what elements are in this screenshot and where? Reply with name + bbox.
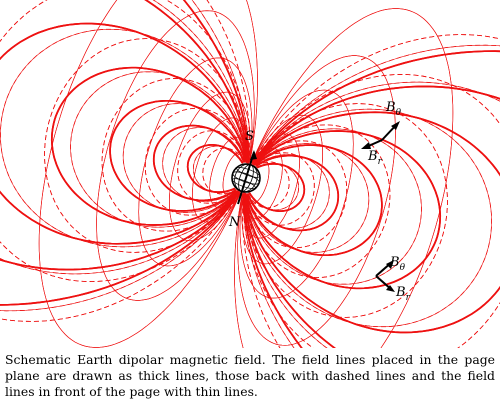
b-r-subscript-upper: r bbox=[378, 157, 383, 167]
b-r-arrowhead-upper bbox=[361, 142, 371, 149]
b-theta-subscript-lower: θ bbox=[400, 263, 406, 273]
field-line-page-plane bbox=[0, 22, 500, 334]
b-theta-subscript-upper: θ bbox=[396, 108, 402, 118]
b-theta-letter-upper: B bbox=[385, 100, 396, 115]
b-r-letter-lower: B bbox=[395, 285, 406, 300]
field-line-front bbox=[0, 29, 492, 327]
field-line-front bbox=[96, 10, 396, 346]
field-line-behind bbox=[44, 38, 448, 318]
field-line-front bbox=[0, 0, 500, 348]
field-line-behind bbox=[0, 0, 500, 348]
b-theta-label-upper: Bθ bbox=[385, 100, 402, 118]
field-line-front bbox=[169, 91, 323, 265]
b-r-letter-upper: B bbox=[367, 149, 378, 164]
b-r-arrowhead-lower bbox=[386, 285, 395, 292]
magnetic-axis bbox=[237, 151, 255, 205]
field-line-front bbox=[138, 57, 354, 299]
field-line-front bbox=[209, 136, 283, 220]
north-pole-label: N bbox=[228, 215, 241, 230]
b-r-subscript-lower: r bbox=[406, 293, 411, 303]
b-theta-letter-lower: B bbox=[389, 255, 400, 270]
axis-arrowhead bbox=[250, 150, 257, 160]
field-line-front bbox=[0, 0, 500, 348]
b-theta-arrowhead-lower bbox=[386, 260, 394, 269]
field-line-front bbox=[70, 71, 422, 285]
field-line-front bbox=[162, 127, 330, 229]
b-r-label-upper: Br bbox=[367, 149, 383, 167]
unit-vectors-upper: Bθ Br bbox=[361, 100, 402, 167]
field-line-page-plane bbox=[0, 0, 500, 348]
dipole-field-figure: S N Bθ Br Bθ Br bbox=[0, 0, 500, 348]
field-line-front bbox=[193, 145, 299, 211]
unit-vectors-lower: Bθ Br bbox=[375, 255, 411, 303]
earth-globe bbox=[231, 150, 261, 205]
field-line-behind bbox=[177, 130, 315, 226]
field-line-page-plane bbox=[109, 99, 383, 257]
b-theta-arrowhead-upper bbox=[391, 121, 400, 130]
field-line-page-plane bbox=[0, 0, 500, 348]
field-line-behind bbox=[202, 147, 290, 209]
figure-caption: Schematic Earth dipolar magnetic field. … bbox=[5, 352, 495, 399]
field-line-front bbox=[122, 103, 370, 253]
field-line-page-plane bbox=[50, 66, 442, 290]
field-lines bbox=[0, 0, 500, 348]
field-line-behind bbox=[101, 77, 391, 279]
b-r-label-lower: Br bbox=[395, 285, 411, 303]
south-pole-label: S bbox=[245, 129, 254, 144]
field-line-behind bbox=[144, 107, 348, 249]
b-theta-label-lower: Bθ bbox=[389, 255, 406, 273]
field-line-page-plane bbox=[152, 124, 340, 232]
field-line-behind bbox=[0, 0, 500, 348]
field-line-front bbox=[38, 0, 454, 348]
